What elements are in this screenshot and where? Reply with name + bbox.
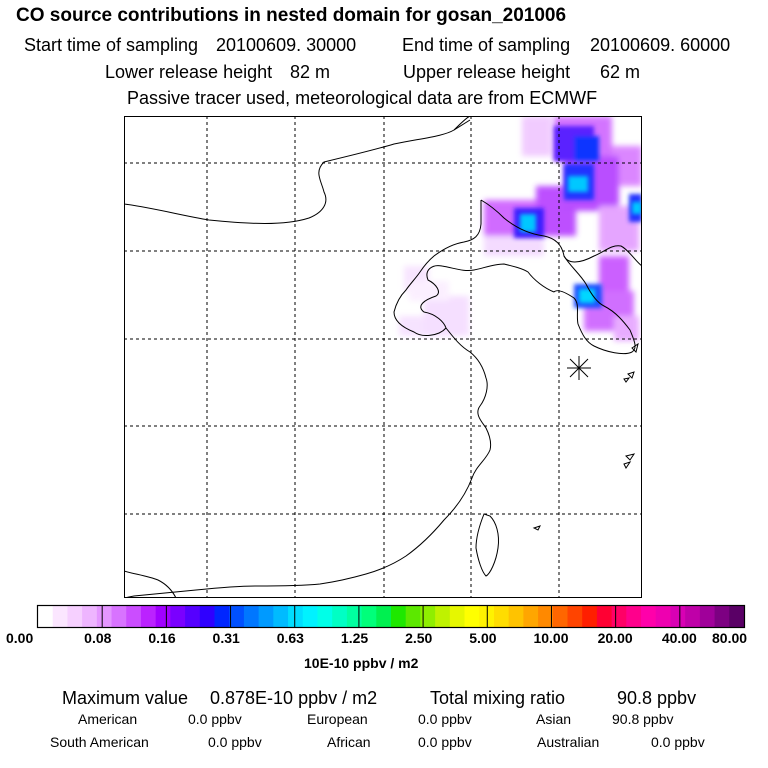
colorbar-tick-label: 0.31: [212, 630, 240, 646]
colorbar-cell: [611, 606, 627, 627]
start-time-label: Start time of sampling: [24, 35, 199, 55]
colorbar-cell: [523, 606, 539, 627]
colorbar-cell: [361, 606, 377, 627]
colorbar-cell: [126, 606, 142, 627]
colorbar-cell: [52, 606, 69, 627]
colorbar-cell: [714, 606, 730, 627]
european-value: 0.0 ppbv: [418, 711, 472, 727]
colorbar-cell: [140, 606, 157, 627]
colorbar-tick-label: 80.00: [712, 630, 748, 646]
total-mixing-value: 90.8 ppbv: [617, 688, 697, 708]
colorbar-cell: [273, 606, 289, 627]
colorbar-cell: [435, 606, 451, 627]
colorbar-cell: [567, 606, 583, 627]
colorbar-cell: [670, 606, 686, 627]
colorbar-cell: [626, 606, 642, 627]
colorbar-cell: [582, 606, 598, 627]
colorbar-dividers: [101, 606, 681, 627]
colorbar-cells: [38, 606, 745, 627]
colorbar-cell: [155, 606, 171, 627]
south-american-label: South American: [50, 734, 149, 750]
plot-title: CO source contributions in nested domain…: [16, 5, 567, 26]
colorbar-cell: [317, 606, 333, 627]
colorbar-cell: [552, 606, 569, 627]
colorbar-cell: [82, 606, 98, 627]
colorbar-cell: [685, 606, 701, 627]
colorbar-tick-label: 0.16: [148, 630, 176, 646]
south-american-value: 0.0 ppbv: [208, 734, 262, 750]
colorbar-cell: [111, 606, 127, 627]
australian-label: Australian: [537, 734, 600, 750]
colorbar-cell: [67, 606, 83, 627]
colorbar-cell: [538, 606, 554, 627]
colorbar-cell: [38, 606, 54, 627]
max-value-label: Maximum value: [62, 688, 189, 708]
receptor-site-marker: [567, 356, 591, 380]
max-value: 0.878E-10 ppbv / m2: [210, 688, 378, 708]
colorbar-cell: [405, 606, 422, 627]
lower-release-value: 82 m: [290, 62, 331, 82]
colorbar-cell: [332, 606, 348, 627]
map-panel: [124, 116, 642, 598]
colorbar-cell: [493, 606, 510, 627]
european-label: European: [307, 711, 368, 727]
colorbar-cell: [170, 606, 186, 627]
tracer-note: Passive tracer used, meteorological data…: [127, 88, 598, 108]
american-label: American: [78, 711, 138, 727]
colorbar-tick-label: 10.00: [533, 630, 569, 646]
coastlines: [124, 116, 642, 598]
concentration-field: [399, 116, 642, 341]
colorbar-tick-label: 40.00: [661, 630, 697, 646]
colorbar-tick-label: 0.00: [6, 630, 34, 646]
colorbar-cell: [229, 606, 245, 627]
colorbar-frame: [36, 604, 746, 629]
colorbar-cell: [464, 606, 480, 627]
australian-value: 0.0 ppbv: [651, 734, 705, 750]
colorbar-cell: [243, 606, 260, 627]
upper-release-label: Upper release height: [403, 62, 571, 82]
african-value: 0.0 ppbv: [418, 734, 472, 750]
african-label: African: [327, 734, 371, 750]
colorbar-tick-label: 1.25: [340, 630, 369, 646]
colorbar-cell: [302, 606, 319, 627]
colorbar-cell: [391, 606, 407, 627]
colorbar-cell: [449, 606, 466, 627]
end-time-value: 20100609. 60000: [590, 35, 731, 55]
colorbar-cell: [214, 606, 230, 627]
colorbar-cell: [185, 606, 201, 627]
asian-value: 90.8 ppbv: [612, 711, 674, 727]
colorbar-cell: [641, 606, 657, 627]
asian-label: Asian: [536, 711, 572, 727]
upper-release-value: 62 m: [600, 62, 641, 82]
colorbar-cell: [96, 606, 113, 627]
colorbar-cell: [346, 606, 363, 627]
colorbar-tick-label: 0.63: [276, 630, 304, 646]
colorbar-cell: [508, 606, 524, 627]
start-time-value: 20100609. 30000: [216, 35, 357, 55]
colorbar-tick-label: 5.00: [469, 630, 497, 646]
colorbar-cell: [596, 606, 613, 627]
lower-release-label: Lower release height: [105, 62, 273, 82]
american-value: 0.0 ppbv: [188, 711, 242, 727]
colorbar-cell: [288, 606, 304, 627]
colorbar-cell: [729, 606, 745, 627]
colorbar-cell: [699, 606, 716, 627]
end-time-label: End time of sampling: [402, 35, 571, 55]
colorbar-tick-label: 2.50: [405, 630, 433, 646]
colorbar-tick-label: 20.00: [597, 630, 633, 646]
colorbar-cell: [199, 606, 216, 627]
colorbar: [36, 604, 746, 629]
colorbar-cell: [258, 606, 274, 627]
colorbar-cell: [655, 606, 672, 627]
colorbar-cell: [420, 606, 436, 627]
colorbar-cell: [376, 606, 392, 627]
map-frame: [124, 116, 642, 598]
colorbar-unit: 10E-10 ppbv / m2: [304, 655, 419, 671]
colorbar-tick-label: 0.08: [84, 630, 112, 646]
lat-lon-gridlines: [124, 116, 642, 598]
total-mixing-label: Total mixing ratio: [430, 688, 566, 708]
